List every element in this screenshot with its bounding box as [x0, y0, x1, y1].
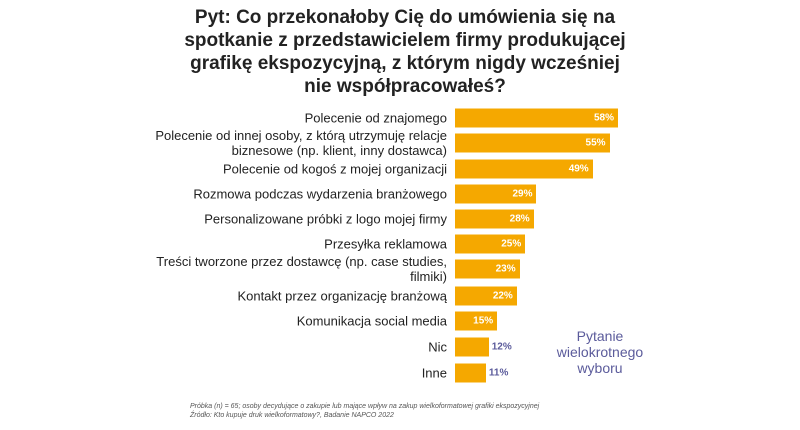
value-label: 29% [512, 188, 533, 200]
value-label: 12% [491, 341, 512, 353]
category-label: Personalizowane próbki z logo mojej firm… [204, 211, 447, 227]
category-label: Inne [421, 365, 447, 381]
value-label: 55% [585, 137, 606, 149]
bar [455, 133, 610, 153]
bar [455, 363, 486, 383]
value-label: 49% [568, 163, 589, 175]
value-label: 25% [501, 238, 522, 250]
annotation: Pytanie wielokrotnego wyboru [556, 328, 644, 376]
value-label: 28% [509, 213, 530, 225]
category-label: Polecenie od innej osoby, z którą utrzym… [155, 128, 447, 158]
bar [455, 159, 593, 179]
bar [455, 234, 526, 254]
value-label: 11% [488, 367, 509, 379]
category-label: Rozmowa podczas wydarzenia branżowego [193, 186, 447, 202]
footnote: Źródło: Kto kupuje druk wielkoformatowy?… [190, 412, 394, 419]
value-label: 22% [492, 290, 513, 302]
value-label: 15% [473, 315, 494, 327]
bar [455, 337, 489, 357]
category-label: Nic [428, 339, 447, 355]
value-label: 23% [495, 263, 516, 275]
value-label: 58% [593, 112, 614, 124]
bar [455, 259, 520, 279]
bar [455, 184, 537, 204]
bar [455, 209, 534, 229]
category-label: Treści tworzone przez dostawcę (np. case… [156, 254, 447, 284]
category-label: Przesyłka reklamowa [324, 236, 447, 252]
category-label: Polecenie od znajomego [304, 110, 447, 126]
category-label: Komunikacja social media [296, 313, 447, 329]
footnote: Próbka (n) = 65; osoby decydujące o zaku… [190, 403, 540, 410]
bar [455, 108, 618, 128]
bar [455, 286, 517, 306]
category-label: Polecenie od kogoś z mojej organizacji [222, 161, 447, 177]
chart-title: Pyt: Co przekonałoby Cię do umówienia si… [184, 7, 626, 97]
bar [455, 311, 498, 331]
category-label: Kontakt przez organizację branżową [237, 288, 447, 304]
